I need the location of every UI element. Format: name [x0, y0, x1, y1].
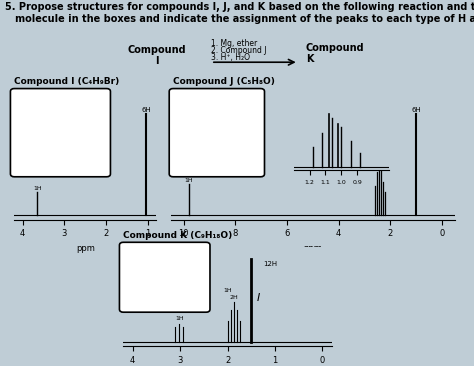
- Text: 12H: 12H: [263, 261, 277, 267]
- Text: I: I: [155, 56, 158, 66]
- X-axis label: ppm: ppm: [76, 244, 95, 253]
- Text: 2H: 2H: [230, 295, 238, 300]
- Text: 1H: 1H: [33, 186, 42, 191]
- Text: 1H: 1H: [184, 178, 193, 183]
- Text: Compound J (C₅H₈O): Compound J (C₅H₈O): [173, 77, 275, 86]
- X-axis label: ppm: ppm: [303, 244, 322, 253]
- Text: 6H: 6H: [141, 107, 151, 113]
- Text: 1. Mg, ether: 1. Mg, ether: [211, 39, 257, 48]
- Text: molecule in the boxes and indicate the assignment of the peaks to each type of H: molecule in the boxes and indicate the a…: [5, 14, 474, 23]
- Text: Compound: Compound: [127, 45, 186, 55]
- Text: Compound: Compound: [306, 43, 365, 53]
- Text: 1H: 1H: [223, 288, 232, 293]
- Text: 5. Propose structures for compounds I, J, and K based on the following reaction : 5. Propose structures for compounds I, J…: [5, 2, 474, 12]
- Text: 6H: 6H: [411, 107, 421, 113]
- Text: Compound K (C₉H₁₈O): Compound K (C₉H₁₈O): [123, 231, 232, 240]
- Text: 3. H⁺, H₂O: 3. H⁺, H₂O: [211, 53, 250, 62]
- Text: Compound I (C₄H₉Br): Compound I (C₄H₉Br): [14, 77, 119, 86]
- Text: 1H: 1H: [375, 152, 383, 157]
- Text: 1H: 1H: [175, 316, 183, 321]
- Text: I: I: [257, 292, 260, 303]
- Text: 2. Compound J: 2. Compound J: [211, 46, 266, 55]
- Text: K: K: [306, 54, 313, 64]
